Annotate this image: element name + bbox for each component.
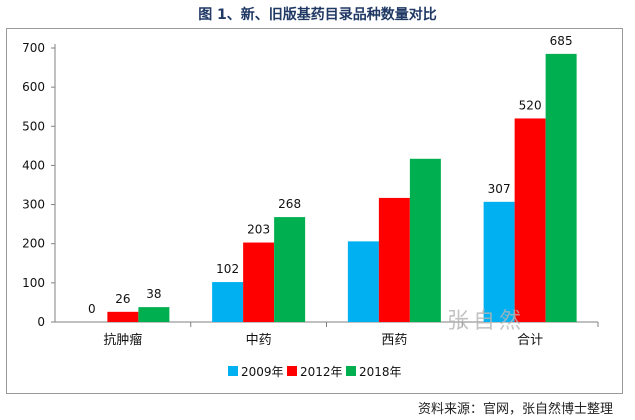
x-category-label: 合计 [517, 333, 543, 348]
bar-2009年-西药 [347, 241, 379, 322]
y-tick-label: 100 [22, 276, 45, 290]
x-category-label: 西药 [381, 333, 407, 348]
data-label: 268 [278, 197, 301, 211]
y-tick-label: 700 [22, 41, 45, 55]
y-tick-label: 400 [22, 158, 45, 172]
bar-2012年-合计 [514, 118, 546, 322]
x-category-label: 中药 [246, 333, 272, 348]
source-note: 资料来源：官网，张自然博士整理 [417, 402, 613, 417]
legend-swatch-2018年 [346, 366, 356, 376]
chart-frame [6, 28, 623, 394]
data-label: 0 [88, 302, 96, 316]
data-label: 38 [146, 287, 161, 301]
watermark-text: 张自然 [447, 309, 526, 334]
x-category-label: 抗肿瘤 [103, 332, 142, 348]
legend-swatch-2012年 [287, 366, 297, 376]
legend-label: 2009年 [241, 365, 284, 379]
bar-2018年-中药 [274, 217, 306, 322]
y-tick-label: 200 [22, 237, 45, 251]
legend-swatch-2009年 [228, 366, 238, 376]
bar-2009年-中药 [212, 282, 244, 322]
data-label: 307 [488, 182, 511, 196]
bar-2018年-西药 [409, 158, 441, 322]
data-label: 685 [550, 34, 573, 48]
bar-2009年-合计 [483, 201, 515, 322]
legend-label: 2012年 [300, 365, 343, 379]
chart-title: 图 1、新、旧版基药目录品种数量对比 [198, 7, 437, 23]
bar-2012年-抗肿瘤 [107, 311, 139, 322]
data-label: 26 [115, 292, 130, 306]
data-label: 203 [247, 223, 270, 237]
legend-label: 2018年 [359, 365, 402, 379]
bar-2018年-抗肿瘤 [138, 307, 170, 322]
data-label: 102 [216, 262, 239, 276]
y-tick-label: 0 [37, 315, 45, 329]
y-tick-label: 600 [22, 80, 45, 94]
y-tick-label: 300 [22, 198, 45, 212]
y-tick-label: 500 [22, 119, 45, 133]
bar-2018年-合计 [545, 53, 577, 322]
data-label: 520 [519, 98, 542, 112]
bar-2012年-中药 [243, 242, 275, 322]
bar-2012年-西药 [378, 197, 410, 322]
